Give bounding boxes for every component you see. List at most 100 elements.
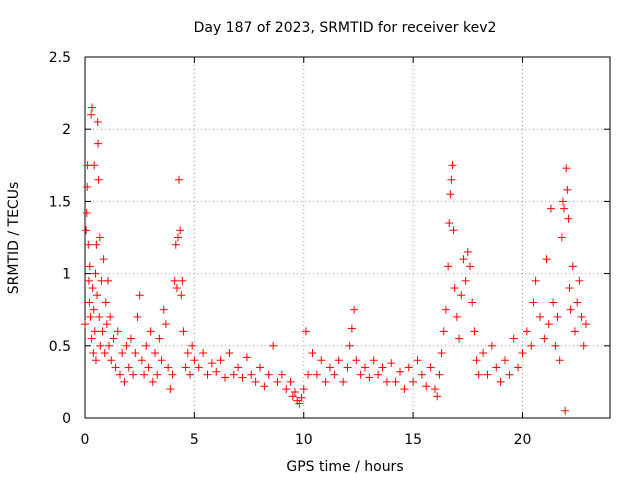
data-point xyxy=(157,356,166,365)
data-point xyxy=(522,327,531,336)
data-point xyxy=(312,370,321,379)
data-point xyxy=(94,175,103,184)
data-point xyxy=(413,356,422,365)
data-point xyxy=(176,226,185,235)
data-point xyxy=(549,298,558,307)
data-point xyxy=(103,276,112,285)
data-point xyxy=(148,377,157,386)
data-point xyxy=(168,370,177,379)
data-point xyxy=(404,363,413,372)
y-tick-label: 2 xyxy=(62,122,71,138)
data-point xyxy=(321,377,330,386)
data-point xyxy=(317,356,326,365)
data-point xyxy=(85,262,94,271)
data-point xyxy=(352,356,361,365)
data-point xyxy=(514,363,523,372)
data-point xyxy=(82,208,91,217)
data-point xyxy=(446,190,455,199)
data-point xyxy=(118,349,127,358)
data-point xyxy=(183,349,192,358)
data-point xyxy=(536,312,544,321)
data-point xyxy=(450,284,459,293)
plot-area-frame xyxy=(84,56,611,419)
data-point xyxy=(122,341,131,350)
y-tick-label: 1 xyxy=(62,267,71,283)
data-point xyxy=(282,385,291,394)
data-point xyxy=(111,363,120,372)
x-tick-label: 20 xyxy=(514,432,532,448)
data-point xyxy=(396,367,404,376)
data-point xyxy=(137,356,146,365)
data-point xyxy=(109,334,118,343)
y-axis-label: SRMTID / TECUs xyxy=(6,182,22,295)
data-point xyxy=(95,233,104,242)
data-point xyxy=(87,110,96,119)
data-point xyxy=(153,370,162,379)
data-point xyxy=(437,349,446,358)
data-point xyxy=(173,233,182,242)
data-point xyxy=(558,197,567,206)
data-point xyxy=(573,298,582,307)
data-point xyxy=(155,334,164,343)
data-point xyxy=(101,298,110,307)
x-tick-label: 15 xyxy=(404,432,422,448)
data-point xyxy=(435,370,444,379)
data-point xyxy=(560,204,569,213)
data-point xyxy=(579,341,588,350)
data-point xyxy=(577,312,586,321)
data-point xyxy=(260,382,269,391)
data-point xyxy=(242,353,251,362)
data-point xyxy=(378,363,387,372)
x-axis-label: GPS time / hours xyxy=(286,459,403,475)
data-point xyxy=(483,370,492,379)
data-point xyxy=(216,356,225,365)
data-point xyxy=(433,392,442,401)
data-point xyxy=(107,356,116,365)
data-point xyxy=(564,214,573,223)
data-point xyxy=(86,312,95,321)
data-point xyxy=(356,370,365,379)
data-point xyxy=(301,327,310,336)
data-point xyxy=(116,370,124,379)
data-point xyxy=(566,305,575,314)
data-point xyxy=(83,182,92,191)
data-point xyxy=(297,393,306,402)
data-point xyxy=(181,363,190,372)
data-point xyxy=(334,356,343,365)
data-point xyxy=(448,161,457,170)
data-point xyxy=(400,385,409,394)
data-point xyxy=(142,341,151,350)
data-point xyxy=(124,363,133,372)
data-point xyxy=(95,312,104,321)
data-point xyxy=(129,370,138,379)
data-point xyxy=(581,320,590,329)
data-point xyxy=(99,255,108,264)
data-point xyxy=(102,320,111,329)
data-point xyxy=(295,399,304,408)
data-point xyxy=(229,370,238,379)
x-tick-labels: 0 5 10 15 20 xyxy=(81,432,532,448)
data-point xyxy=(470,327,479,336)
data-point xyxy=(565,284,574,293)
data-point xyxy=(100,349,109,358)
data-point xyxy=(452,312,461,321)
data-point xyxy=(350,305,359,314)
data-point xyxy=(461,276,470,285)
data-point xyxy=(286,377,295,386)
data-point xyxy=(365,373,374,382)
data-point xyxy=(234,363,243,372)
data-point xyxy=(409,377,418,386)
data-point xyxy=(188,341,197,350)
axis-ticks xyxy=(84,56,610,419)
data-point xyxy=(501,356,509,365)
y-tick-label: 0 xyxy=(62,411,71,427)
data-point xyxy=(90,161,99,170)
data-point xyxy=(89,305,98,314)
data-points xyxy=(81,103,590,415)
data-point xyxy=(291,388,299,397)
data-point xyxy=(194,363,203,372)
data-point xyxy=(256,363,264,372)
data-point xyxy=(457,291,466,300)
x-tick-label: 10 xyxy=(295,432,313,448)
